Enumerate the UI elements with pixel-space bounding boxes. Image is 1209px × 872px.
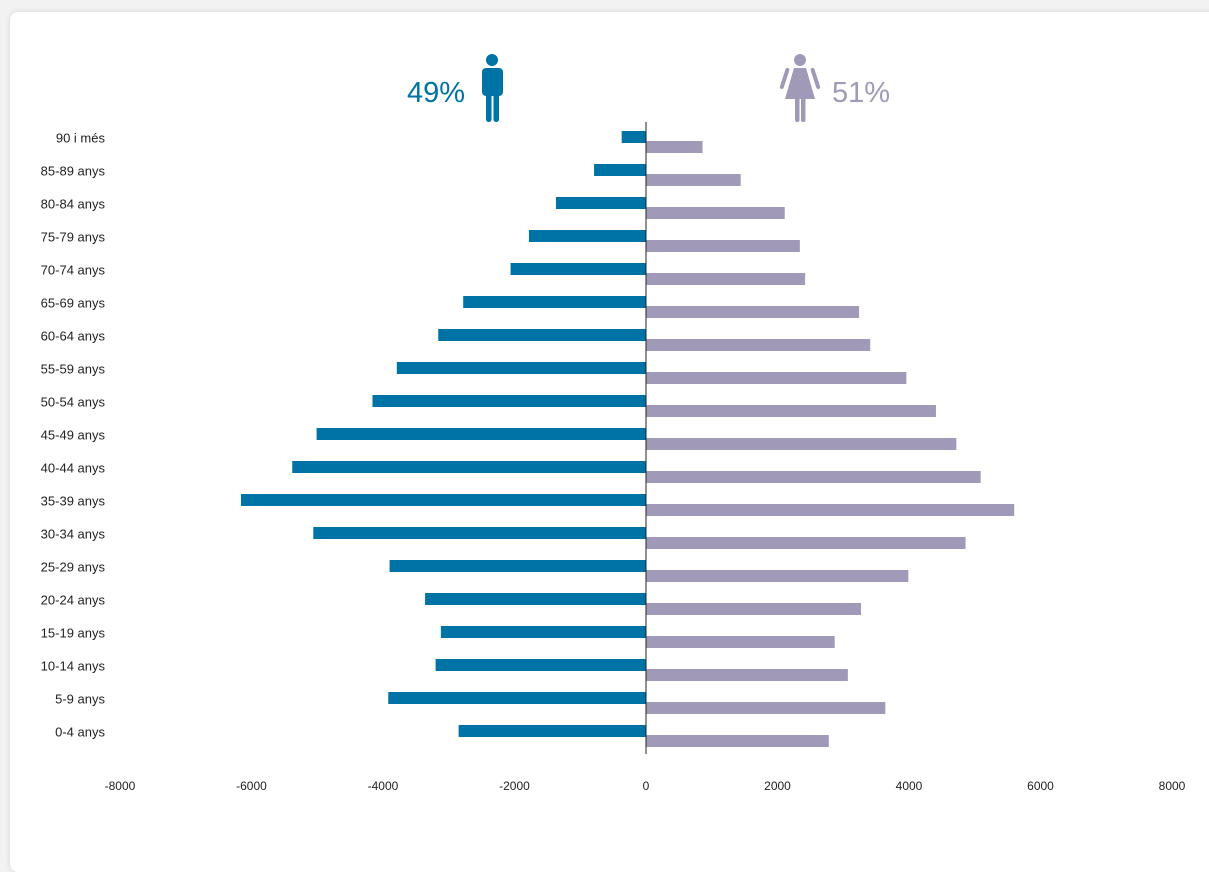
female-icon [779, 54, 821, 122]
bar-male [438, 329, 646, 341]
bar-male [316, 428, 646, 440]
x-tick-label: 2000 [764, 779, 791, 793]
category-label: 10-14 anys [41, 659, 106, 674]
x-tick-label: 4000 [896, 779, 923, 793]
bar-female [646, 603, 862, 615]
bars [240, 131, 1015, 747]
legend-female-percent: 51% [832, 77, 890, 109]
bar-male [425, 593, 646, 605]
bar-female [646, 669, 848, 681]
category-label: 5-9 anys [55, 692, 105, 707]
bar-female [646, 141, 703, 153]
bar-female [646, 504, 1015, 516]
bar-male [621, 131, 646, 143]
x-tick-label: -8000 [105, 779, 136, 793]
bar-male [389, 560, 646, 572]
category-label: 90 i més [56, 131, 106, 146]
bar-female [646, 306, 860, 318]
category-label: 25-29 anys [41, 560, 106, 575]
bar-male [458, 725, 646, 737]
bar-male [463, 296, 646, 308]
category-labels: 0-4 anys 5-9 anys 10-14 anys 15-19 anys 20-2… [41, 131, 106, 740]
category-label: 60-64 anys [41, 329, 106, 344]
x-tick-label: 8000 [1159, 779, 1186, 793]
x-axis-ticks: -8000 -6000 -4000 -2000 0 2000 4000 6000 8000 [105, 779, 1186, 793]
bar-male [396, 362, 646, 374]
bar-female [646, 636, 835, 648]
bar-female [646, 372, 907, 384]
bar-female [646, 240, 800, 252]
bar-male [528, 230, 646, 242]
bar-male [292, 461, 646, 473]
bar-male [435, 659, 646, 671]
category-label: 70-74 anys [41, 263, 106, 278]
category-label: 45-49 anys [41, 428, 106, 443]
bar-female [646, 438, 957, 450]
category-label: 80-84 anys [41, 197, 106, 212]
bar-male [594, 164, 646, 176]
bar-female [646, 273, 806, 285]
bar-male [388, 692, 646, 704]
category-label: 20-24 anys [41, 593, 106, 608]
category-label: 0-4 anys [55, 725, 105, 740]
bar-male [510, 263, 646, 275]
category-label: 35-39 anys [41, 494, 106, 509]
population-pyramid-chart: 49% 51% 0-4 anys 5-9 anys 10-14 anys 15-19 … [41, 54, 1186, 793]
male-icon [482, 54, 503, 122]
bar-female [646, 570, 909, 582]
category-label: 50-54 anys [41, 395, 106, 410]
x-tick-label: -4000 [368, 779, 399, 793]
bar-female [646, 702, 886, 714]
bar-female [646, 207, 785, 219]
x-tick-label: 6000 [1027, 779, 1054, 793]
bar-female [646, 405, 936, 417]
bar-female [646, 339, 871, 351]
category-label: 85-89 anys [41, 164, 106, 179]
bar-male [240, 494, 647, 506]
category-label: 55-59 anys [41, 362, 106, 377]
bar-female [646, 735, 829, 747]
legend-male-percent: 49% [407, 77, 465, 109]
bar-male [440, 626, 646, 638]
x-tick-label: -2000 [499, 779, 530, 793]
bar-male [372, 395, 646, 407]
x-tick-label: 0 [643, 779, 650, 793]
bar-female [646, 537, 966, 549]
bar-male [555, 197, 646, 209]
category-label: 30-34 anys [41, 527, 106, 542]
category-label: 40-44 anys [41, 461, 106, 476]
bar-female [646, 471, 981, 483]
bar-female [646, 174, 741, 186]
category-label: 75-79 anys [41, 230, 106, 245]
category-label: 15-19 anys [41, 626, 106, 641]
bar-male [313, 527, 646, 539]
category-label: 65-69 anys [41, 296, 106, 311]
x-tick-label: -6000 [236, 779, 267, 793]
legend: 49% 51% [407, 54, 890, 122]
